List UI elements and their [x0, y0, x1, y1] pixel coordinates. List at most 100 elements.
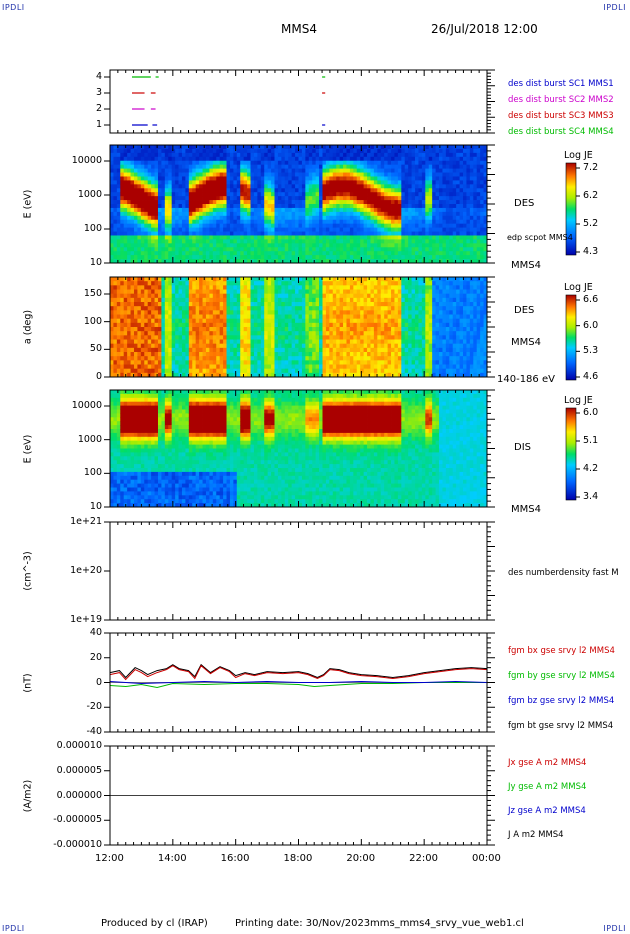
spectrogram-cell	[127, 297, 131, 303]
spectrogram-cell	[181, 331, 186, 336]
spectrogram-cell	[264, 318, 269, 324]
spectrogram-cell	[267, 215, 272, 221]
spectrogram-cell	[205, 247, 210, 252]
spectrogram-cell	[209, 180, 214, 185]
spectrogram-cell	[370, 156, 375, 162]
spectrogram-cell	[284, 302, 289, 307]
spectrogram-cell	[301, 219, 306, 225]
spectrogram-cell	[195, 255, 200, 260]
spectrogram-cell	[315, 297, 320, 303]
spectrogram-cell	[291, 289, 296, 295]
spectrogram-cell	[247, 196, 251, 201]
spectrogram-cell	[240, 145, 245, 150]
spectrogram-cell	[339, 247, 344, 252]
spectrogram-cell	[452, 247, 457, 252]
spectrogram-cell	[425, 180, 430, 185]
spectrogram-cell	[250, 160, 255, 166]
spectrogram-cell	[452, 152, 457, 158]
spectrogram-cell	[315, 148, 320, 154]
spectrogram-cell	[240, 168, 245, 173]
spectrogram-cell	[480, 204, 484, 209]
spectrogram-cell	[120, 251, 125, 256]
spectrogram-cell	[188, 331, 193, 336]
spectrogram-cell	[353, 148, 358, 154]
spectrogram-cell	[271, 188, 275, 193]
spectrogram-cell	[199, 343, 203, 349]
spectrogram-cell	[343, 297, 347, 303]
spectrogram-cell	[363, 207, 368, 213]
spectrogram-cell	[223, 184, 227, 189]
spectrogram-cell	[151, 293, 155, 299]
spectrogram-cell	[113, 184, 118, 189]
spectrogram-cell	[233, 360, 238, 365]
spectrogram-cell	[154, 314, 159, 320]
spectrogram-cell	[401, 259, 406, 264]
spectrogram-cell	[140, 331, 145, 336]
spectrogram-cell	[133, 335, 138, 340]
spectrogram-cell	[329, 168, 334, 173]
spectrogram-cell	[216, 368, 221, 374]
spectrogram-cell	[480, 152, 484, 158]
spectrogram-cell	[480, 215, 484, 221]
footer-file: mms_mms4_srvy_vue_web1.cl	[370, 918, 524, 929]
spectrogram-cell	[445, 200, 450, 205]
spectrogram-cell	[247, 364, 251, 370]
spectrogram-cell	[202, 152, 207, 158]
spectrogram-cell	[168, 207, 173, 213]
spectrogram-cell	[356, 172, 361, 177]
spectrogram-cell	[219, 172, 224, 177]
spectrogram-cell	[175, 156, 179, 162]
spectrogram-cell	[466, 239, 471, 244]
spectrogram-cell	[456, 164, 460, 169]
spectrogram-cell	[305, 192, 310, 197]
spectrogram-cell	[151, 243, 155, 248]
spectrogram-cell	[151, 215, 155, 221]
spectrogram-cell	[247, 168, 251, 173]
spectrogram-cell	[257, 356, 262, 361]
spectrogram-cell	[161, 164, 166, 169]
spectrogram-cell	[199, 302, 203, 307]
spectrogram-cell	[212, 293, 217, 299]
spectrogram-cell	[271, 215, 275, 221]
spectrogram-cell	[404, 211, 409, 217]
spectrogram-cell	[277, 235, 282, 240]
spectrogram-cell	[243, 310, 248, 315]
spectrogram-cell	[195, 335, 200, 340]
spectrogram-cell	[483, 172, 488, 177]
spectrogram-cell	[253, 289, 258, 295]
spectrogram-cell	[308, 259, 313, 264]
spectrogram-cell	[384, 156, 389, 162]
spectrogram-cell	[192, 204, 197, 209]
spectrogram-cell	[380, 172, 385, 177]
spectrogram-cell	[349, 156, 354, 162]
spectrogram-cell	[343, 281, 347, 286]
spectrogram-cell	[151, 289, 155, 295]
spectrogram-cell	[188, 302, 193, 307]
spectrogram-cell	[205, 172, 210, 177]
spectrogram-cell	[181, 164, 186, 169]
spectrogram-cell	[171, 207, 176, 213]
spectrogram-cell	[480, 227, 484, 232]
spectrogram-cell	[339, 297, 344, 303]
spectrogram-cell	[267, 207, 272, 213]
spectrogram-cell	[284, 176, 289, 181]
spectrogram-cell	[120, 239, 125, 244]
spectrogram-cell	[322, 277, 327, 282]
spectrogram-cell	[202, 243, 207, 248]
spectrogram-cell	[473, 184, 478, 189]
spectrogram-cell	[133, 184, 138, 189]
spectrogram-cell	[325, 164, 330, 169]
spectrogram-cell	[120, 231, 125, 236]
spectrogram-cell	[442, 223, 447, 228]
spectrogram-cell	[298, 196, 303, 201]
spectrogram-cell	[185, 207, 190, 213]
spectrogram-cell	[223, 339, 227, 345]
spectrogram-cell	[315, 322, 320, 328]
spectrogram-cell	[212, 231, 217, 236]
spectrogram-cell	[205, 215, 210, 221]
spectrogram-cell	[373, 251, 378, 256]
spectrogram-cell	[353, 204, 358, 209]
spectrogram-cell	[377, 156, 382, 162]
spectrogram-cell	[127, 318, 131, 324]
spectrogram-cell	[428, 227, 433, 232]
